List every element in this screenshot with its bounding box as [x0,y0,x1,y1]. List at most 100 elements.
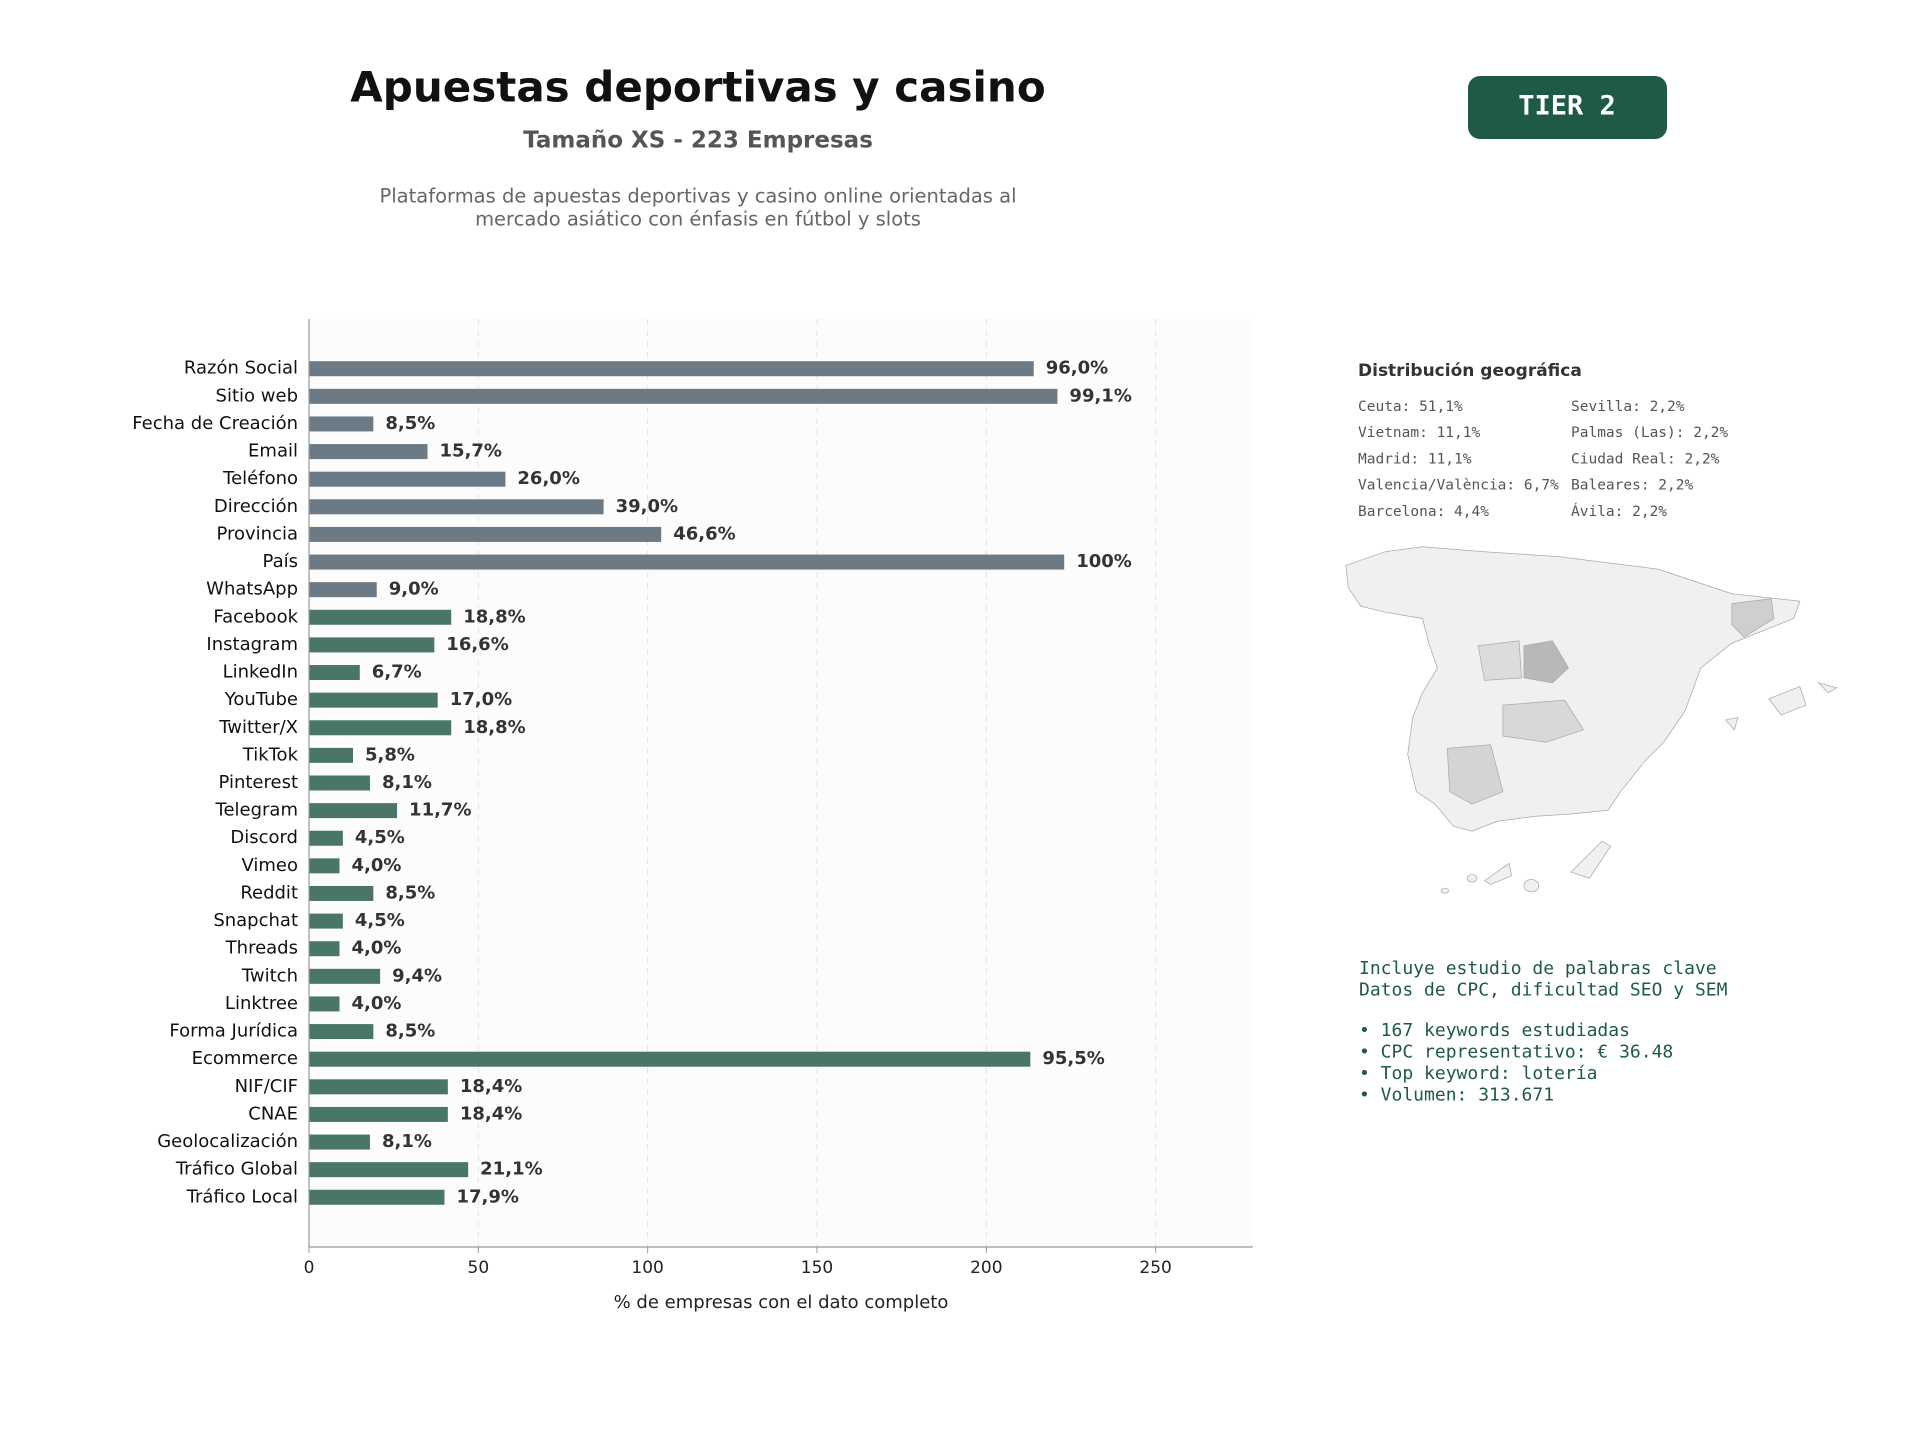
bar [309,1106,448,1122]
bar [309,941,340,957]
value-label: 4,0% [351,855,401,876]
bar [309,637,435,653]
geo-item: Barcelona: 4,4% [1358,504,1489,520]
bar [309,830,343,846]
value-label: 16,6% [446,634,508,655]
map-island [1570,840,1612,879]
y-tick-label: Telegram [215,800,298,821]
y-tick-label: Teléfono [222,468,298,489]
x-tick-label: 100 [631,1258,663,1278]
x-tick-label: 0 [304,1258,315,1278]
keyword-bullet: • Top keyword: lotería [1359,1063,1597,1084]
map-island [1466,874,1478,883]
value-label: 4,5% [355,910,405,931]
value-label: 15,7% [440,441,502,462]
bar [309,1162,469,1178]
value-label: 8,5% [385,1021,435,1042]
bar [309,996,340,1012]
subtitle: Tamaño XS - 223 Empresas [523,128,873,154]
bar [309,803,398,819]
bar [309,968,381,984]
value-label: 99,1% [1069,385,1131,406]
geo-item: Valencia/València: 6,7% [1358,478,1559,494]
y-tick-label: Razón Social [184,358,298,379]
bar [309,747,354,763]
y-tick-label: WhatsApp [206,579,298,600]
bar [309,720,452,736]
keyword-bullet: • Volumen: 313.671 [1359,1085,1554,1106]
y-tick-label: Forma Jurídica [169,1021,298,1042]
bar [309,1189,445,1205]
value-label: 8,5% [385,413,435,434]
y-tick-label: Sitio web [216,385,298,406]
y-tick-label: Provincia [216,523,298,544]
bar [309,416,374,432]
geo-item: Ceuta: 51,1% [1358,399,1463,415]
description: mercado asiático con énfasis en fútbol y… [475,208,921,231]
y-tick-label: TikTok [242,744,299,765]
y-tick-label: YouTube [224,689,298,710]
y-tick-label: Twitter/X [218,717,298,738]
y-tick-label: Twitch [241,965,298,986]
y-tick-label: Vimeo [241,855,298,876]
value-label: 4,0% [351,993,401,1014]
bar [309,471,506,487]
value-label: 9,0% [389,579,439,600]
badge-text: TIER 2 [1518,91,1616,122]
map-island [1724,716,1739,731]
bar [309,582,377,598]
bar [309,361,1034,377]
y-tick-label: LinkedIn [223,662,298,683]
bar [309,885,374,901]
y-tick-label: Snapchat [213,910,298,931]
bar [309,444,428,460]
map-region [1523,640,1569,684]
bar [309,858,340,874]
map-island [1817,682,1838,694]
map-outline [1345,546,1801,832]
y-tick-label: Reddit [240,882,298,903]
x-tick-label: 50 [468,1258,490,1278]
value-label: 39,0% [616,496,678,517]
map [1345,546,1838,894]
value-label: 4,5% [355,827,405,848]
geo-item: Ávila: 2,2% [1571,503,1667,520]
value-label: 8,1% [382,772,432,793]
bar [309,1024,374,1040]
y-tick-label: CNAE [248,1103,298,1124]
y-tick-label: Linktree [225,993,298,1014]
y-tick-label: NIF/CIF [235,1076,298,1097]
value-label: 8,5% [385,882,435,903]
bar [309,554,1065,570]
y-tick-label: País [263,551,298,572]
y-tick-label: Ecommerce [192,1048,298,1069]
bar [309,526,662,542]
value-label: 18,4% [460,1103,522,1124]
description: Plataformas de apuestas deportivas y cas… [380,185,1017,208]
bar [309,1079,448,1095]
y-tick-label: Facebook [213,606,298,627]
badge [1468,76,1667,139]
map-island [1483,862,1513,885]
keyword-bullet: • 167 keywords estudiadas [1359,1020,1630,1041]
x-tick-label: 250 [1139,1258,1171,1278]
value-label: 9,4% [392,965,442,986]
value-label: 4,0% [351,938,401,959]
value-label: 26,0% [517,468,579,489]
value-label: 100% [1076,551,1132,572]
value-label: 5,8% [365,744,415,765]
bar [309,609,452,625]
value-label: 18,8% [463,606,525,627]
y-tick-label: Dirección [214,496,298,517]
y-tick-label: Email [248,441,298,462]
geo-item: Sevilla: 2,2% [1571,399,1685,415]
bar [309,913,343,929]
value-label: 17,9% [456,1186,518,1207]
value-label: 8,1% [382,1131,432,1152]
title: Apuestas deportivas y casino [350,63,1045,112]
geo-item: Palmas (Las): 2,2% [1571,425,1728,441]
map-region [1446,744,1504,805]
value-label: 95,5% [1042,1048,1104,1069]
y-tick-label: Tráfico Global [175,1159,298,1180]
y-tick-label: Pinterest [218,772,298,793]
